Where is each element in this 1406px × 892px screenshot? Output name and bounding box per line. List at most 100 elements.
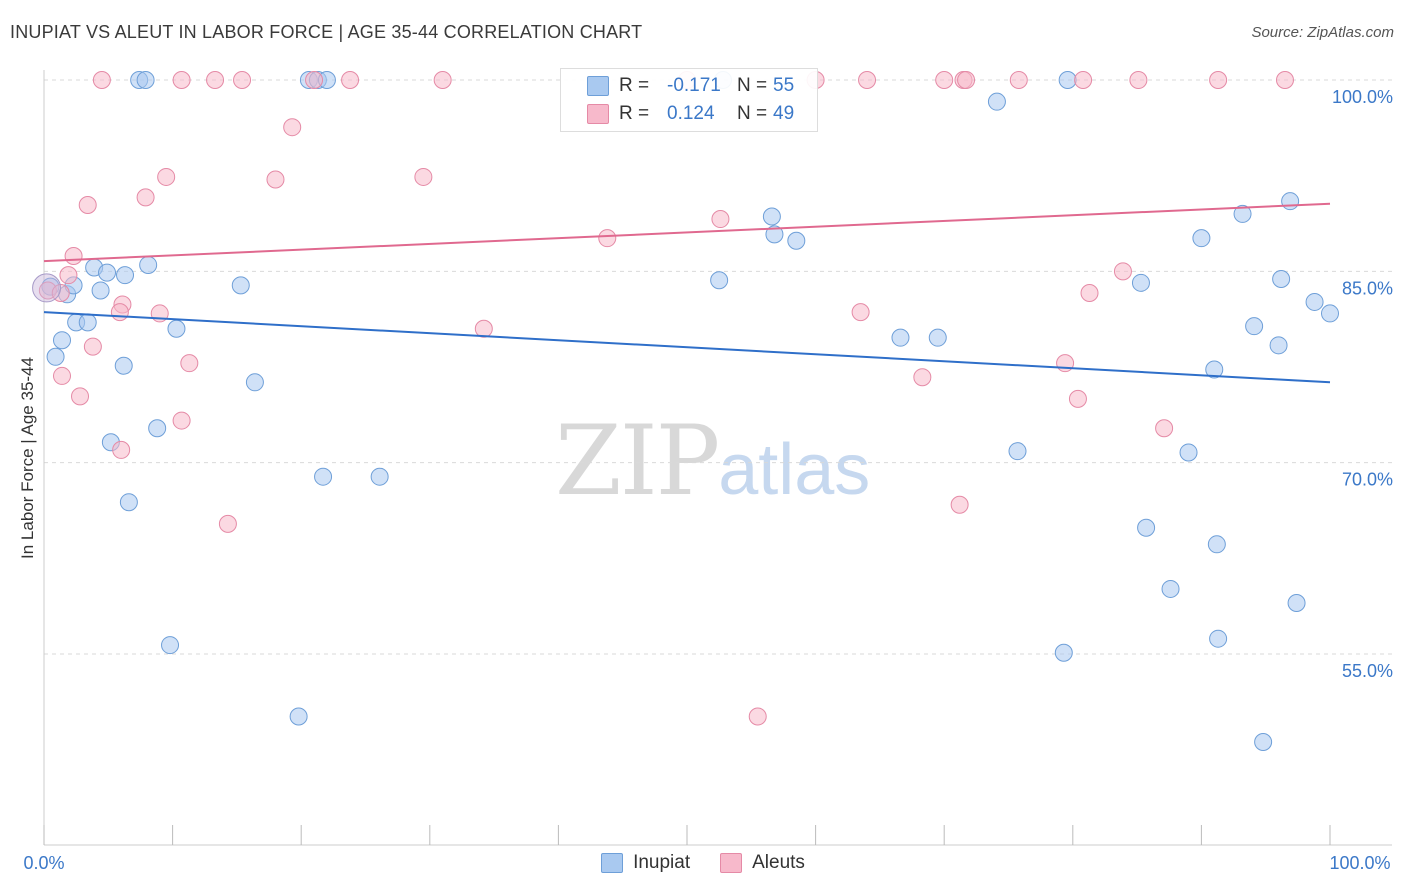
aleuts-point (1113, 262, 1132, 281)
inupiat-point (78, 313, 97, 332)
aleuts-point (1080, 284, 1099, 303)
inupiat-point (1131, 273, 1150, 292)
inupiat-point (245, 373, 264, 392)
legend-r-value-inupiat: -0.171 (667, 75, 721, 96)
source-label: Source: ZipAtlas.com (1251, 24, 1394, 41)
legend-label-inupiat: Inupiat (633, 852, 691, 873)
inupiat-point (148, 419, 167, 438)
inupiat-point (46, 347, 65, 366)
legend-row-inupiat: R = -0.171 N = 55 (587, 73, 794, 99)
legend-row-aleuts: R = 0.124 N = 49 (587, 101, 794, 127)
stats-legend: R = -0.171 N = 55 R = 0.124 N = 49 (560, 68, 818, 132)
inupiat-point (136, 71, 155, 89)
inupiat-point (98, 263, 117, 282)
aleuts-point (935, 71, 954, 89)
inupiat-point (1321, 304, 1339, 323)
legend-n-value-inupiat: 55 (773, 75, 795, 96)
chart-title: INUPIAT VS ALEUT IN LABOR FORCE | AGE 35… (10, 22, 643, 42)
legend-n-label: N = (737, 103, 768, 124)
aleuts-point (71, 387, 90, 406)
inupiat-point (167, 319, 186, 338)
aleuts-point (83, 337, 102, 356)
inupiat-point (891, 328, 910, 347)
aleuts-point (110, 303, 129, 322)
aleuts-point (53, 366, 72, 385)
inupiat-legend-swatch (601, 853, 624, 873)
inupiat-point (114, 356, 133, 375)
inupiat-point (231, 276, 250, 295)
legend-item-inupiat: Inupiat (601, 852, 690, 874)
legend-n-label: N = (737, 75, 768, 96)
inupiat-swatch (587, 76, 609, 96)
aleuts-point (414, 167, 433, 186)
aleuts-point (748, 707, 767, 726)
aleuts-point (598, 229, 617, 248)
y-tick-label: 70.0% (1342, 470, 1393, 490)
aleuts-point (474, 319, 493, 338)
aleuts-point (180, 354, 199, 373)
aleuts-point (957, 71, 976, 89)
inupiat-point (1192, 229, 1211, 248)
inupiat-point (53, 331, 72, 350)
inupiat-point (1305, 292, 1324, 311)
aleuts-point (711, 210, 730, 229)
inupiat-point (1254, 733, 1273, 752)
aleuts-point (1209, 71, 1228, 89)
inupiat-point (161, 636, 180, 655)
cluster-point (32, 273, 62, 303)
aleuts-point (851, 303, 870, 322)
inupiat-point (1245, 317, 1264, 336)
inupiat-point (762, 207, 781, 226)
inupiat-point (987, 92, 1006, 111)
aleuts-point (1155, 419, 1174, 438)
inupiat-trend-line (43, 311, 1331, 384)
aleuts-point (283, 118, 302, 137)
inupiat-point (1137, 518, 1156, 537)
inupiat-point (765, 225, 784, 244)
aleuts-point (1068, 389, 1087, 408)
aleuts-point (433, 71, 452, 89)
aleuts-point (64, 247, 83, 266)
aleuts-point (92, 71, 111, 89)
legend-r-label: R = (619, 75, 650, 96)
inupiat-point (1008, 442, 1027, 461)
aleuts-point (950, 495, 969, 514)
watermark-zip: ZIP (555, 405, 720, 517)
y-tick-label: 100.0% (1332, 87, 1393, 107)
aleuts-point (1275, 71, 1294, 89)
aleuts-point (913, 368, 932, 387)
aleuts-point (206, 71, 225, 89)
aleuts-point (1009, 71, 1028, 89)
aleuts-point (157, 167, 176, 186)
legend-r-value-aleuts: 0.124 (667, 103, 715, 124)
aleuts-point (305, 71, 324, 89)
inupiat-point (1205, 360, 1224, 379)
inupiat-point (710, 271, 729, 290)
legend-item-aleuts: Aleuts (720, 852, 805, 874)
aleuts-point (172, 411, 191, 430)
inupiat-point (1233, 204, 1252, 223)
aleuts-point (266, 170, 285, 189)
legend-r-label: R = (619, 103, 650, 124)
inupiat-point (1207, 535, 1226, 554)
aleuts-swatch (587, 104, 609, 124)
inupiat-point (1161, 579, 1180, 598)
inupiat-point (314, 467, 333, 486)
inupiat-point (1058, 71, 1077, 89)
aleuts-point (112, 440, 131, 459)
inupiat-point (1179, 443, 1198, 462)
inupiat-point (1272, 269, 1291, 288)
inupiat-point (1209, 629, 1228, 648)
aleuts-point (1074, 71, 1093, 89)
aleuts-point (78, 196, 97, 215)
inupiat-point (1269, 336, 1288, 355)
inupiat-point (787, 231, 806, 250)
inupiat-point (91, 281, 110, 300)
inupiat-point (1287, 593, 1306, 612)
watermark: ZIPatlas (555, 405, 870, 517)
watermark-atlas: atlas (718, 430, 871, 510)
y-tick-label: 55.0% (1342, 661, 1393, 681)
inupiat-point (139, 255, 158, 274)
y-tick-label: 85.0% (1342, 278, 1393, 298)
aleuts-trend-line (43, 202, 1331, 263)
